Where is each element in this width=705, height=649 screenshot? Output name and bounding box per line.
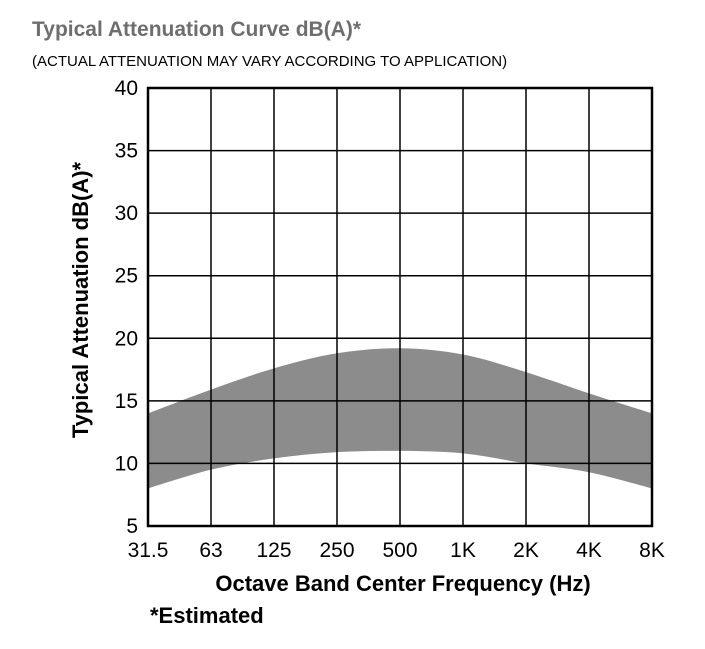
y-tick-label: 25 <box>115 265 138 288</box>
x-tick-label: 250 <box>319 539 354 562</box>
x-tick-label: 500 <box>382 539 417 562</box>
y-tick-label: 10 <box>115 452 138 475</box>
footnote: *Estimated <box>150 603 264 628</box>
y-tick-label: 30 <box>115 202 138 225</box>
x-tick-label: 125 <box>256 539 291 562</box>
grid-layer <box>148 88 652 526</box>
chart-title: Typical Attenuation Curve dB(A)* <box>32 18 362 41</box>
x-tick-label: 1K <box>450 539 476 562</box>
x-axis-label: Octave Band Center Frequency (Hz) <box>215 571 590 596</box>
x-tick-labels: 31.5 63 125 250 500 1K 2K 4K 8K <box>128 539 665 562</box>
y-axis-label: Typical Attenuation dB(A)* <box>68 161 93 438</box>
x-tick-label: 63 <box>199 539 222 562</box>
y-tick-labels: 5 10 15 20 25 30 35 40 <box>115 77 138 538</box>
x-tick-label: 2K <box>513 539 539 562</box>
y-tick-label: 40 <box>115 77 138 100</box>
x-tick-label: 8K <box>639 539 665 562</box>
y-tick-label: 20 <box>115 327 138 350</box>
y-tick-label: 35 <box>115 140 138 163</box>
chart-subtitle: (ACTUAL ATTENUATION MAY VARY ACCORDING T… <box>32 53 508 70</box>
x-tick-label: 31.5 <box>128 539 169 562</box>
plot-frame <box>146 86 654 528</box>
y-tick-label: 5 <box>126 515 138 538</box>
y-tick-label: 15 <box>115 390 138 413</box>
x-tick-label: 4K <box>576 539 602 562</box>
